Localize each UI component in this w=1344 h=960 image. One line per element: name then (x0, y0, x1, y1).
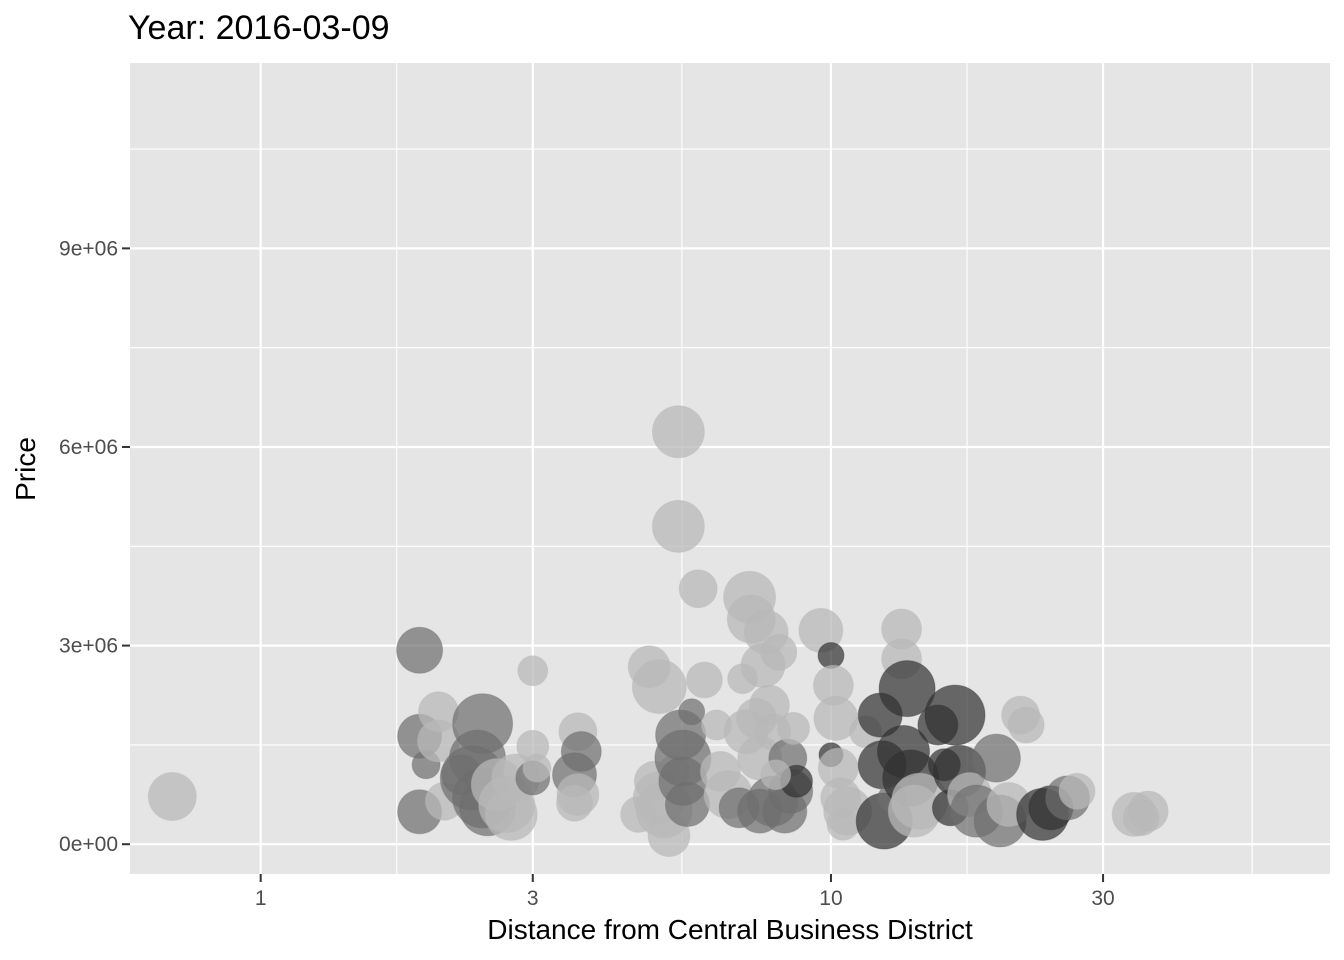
data-point (396, 626, 444, 674)
x-tick-label: 3 (527, 887, 539, 910)
data-point (631, 659, 687, 715)
data-point (685, 661, 723, 699)
data-point (517, 655, 549, 687)
x-tick-label: 10 (819, 887, 842, 910)
data-point (651, 499, 705, 553)
data-point (556, 784, 593, 822)
data-point (1122, 799, 1160, 837)
data-point (971, 733, 1021, 783)
data-point (760, 759, 792, 791)
chart-title: Year: 2016-03-09 (128, 9, 390, 47)
data-point (924, 684, 986, 746)
x-tick-label: 30 (1091, 887, 1114, 910)
data-point (678, 698, 706, 726)
plot-panel (130, 63, 1330, 874)
y-tick-label: 6e+06 (59, 436, 118, 459)
x-tick-label: 1 (255, 887, 267, 910)
y-axis-title: Price (10, 437, 41, 501)
data-point (664, 782, 710, 827)
data-point (484, 787, 538, 841)
data-point (817, 642, 845, 669)
axis-ticks (122, 247, 1105, 882)
y-tick-label: 0e+00 (59, 833, 118, 856)
data-point (777, 711, 811, 745)
data-point (678, 569, 718, 609)
data-point (878, 660, 936, 718)
data-point (147, 772, 197, 821)
x-axis-title: Distance from Central Business District (487, 914, 973, 945)
x-axis-tick-labels: 1 3 10 30 (255, 887, 1115, 910)
data-points (147, 405, 1169, 858)
data-point (1058, 772, 1096, 810)
y-tick-label: 9e+06 (59, 237, 118, 260)
data-point (760, 633, 798, 671)
y-tick-label: 3e+06 (59, 635, 118, 658)
data-point (522, 753, 552, 783)
y-axis-tick-labels: 0e+00 3e+06 6e+06 9e+06 (59, 237, 118, 856)
data-point (651, 405, 705, 459)
data-point (1007, 706, 1045, 744)
